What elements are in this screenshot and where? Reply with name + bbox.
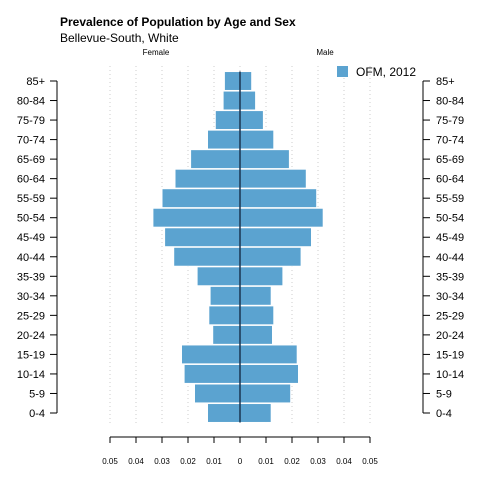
right-age-label-80-84: 80-84	[436, 96, 464, 108]
female-bar-50-54	[152, 207, 241, 228]
male-bar-65-69	[239, 149, 290, 170]
male-bar-20-24	[239, 324, 273, 345]
x-tick-label-9: 0.04	[336, 457, 352, 466]
male-bar-30-34	[239, 285, 272, 306]
male-bar-55-59	[239, 188, 318, 209]
female-bar-40-44	[173, 246, 241, 267]
legend-swatch	[337, 66, 348, 77]
female-bar-15-19	[181, 344, 241, 365]
right-age-label-55-59: 55-59	[436, 193, 464, 205]
right-age-label-65-69: 65-69	[436, 154, 464, 166]
right-age-label-25-29: 25-29	[436, 310, 464, 322]
x-tick-label-7: 0.02	[284, 457, 300, 466]
female-bar-70-74	[207, 129, 241, 150]
male-bar-60-64	[239, 168, 307, 189]
left-age-label-55-59: 55-59	[17, 193, 45, 205]
right-age-label-40-44: 40-44	[436, 252, 464, 264]
chart-subtitle: Bellevue-South, White	[60, 31, 179, 45]
x-tick-label-5: 0	[238, 457, 243, 466]
legend-label: OFM, 2012	[356, 65, 416, 79]
left-age-label-15-19: 15-19	[17, 349, 45, 361]
x-tick-label-4: 0.01	[206, 457, 222, 466]
male-bar-0-4	[239, 403, 272, 423]
female-bar-65-69	[190, 149, 241, 170]
x-tick-label-10: 0.05	[362, 457, 378, 466]
right-age-axis: 0-4 5-9 10-14 15-19 20-24 25-29 30-34 35-39 40-4…	[422, 76, 464, 420]
male-bar-75-79	[239, 110, 264, 131]
female-bar-80-84	[222, 90, 241, 111]
right-age-label-5-9: 5-9	[436, 388, 452, 400]
female-bar-0-4	[207, 403, 241, 423]
female-label: Female	[143, 48, 170, 57]
legend: OFM, 2012	[337, 65, 416, 79]
right-age-label-70-74: 70-74	[436, 135, 464, 147]
left-age-label-65-69: 65-69	[17, 154, 45, 166]
right-age-label-50-54: 50-54	[436, 213, 464, 225]
right-age-label-45-49: 45-49	[436, 232, 464, 244]
female-bar-45-49	[164, 227, 241, 248]
female-bar-35-39	[196, 266, 241, 287]
x-tick-label-3: 0.02	[180, 457, 196, 466]
female-bar-25-29	[208, 305, 241, 326]
right-age-label-0-4: 0-4	[436, 408, 452, 420]
female-bar-60-64	[174, 168, 241, 189]
female-bar-5-9	[194, 383, 241, 404]
male-label: Male	[316, 48, 334, 57]
chart-title: Prevalence of Population by Age and Sex	[60, 15, 296, 29]
left-age-label-80-84: 80-84	[17, 96, 45, 108]
x-tick-label-8: 0.03	[310, 457, 326, 466]
left-age-label-75-79: 75-79	[17, 115, 45, 127]
male-bar-15-19	[239, 344, 298, 365]
male-bar-50-54	[239, 207, 324, 228]
left-age-label-45-49: 45-49	[17, 232, 45, 244]
male-bar-85+	[239, 71, 253, 91]
left-age-label-25-29: 25-29	[17, 310, 45, 322]
right-age-label-10-14: 10-14	[436, 369, 464, 381]
right-age-label-60-64: 60-64	[436, 174, 464, 186]
bars-group	[152, 71, 324, 423]
left-age-label-35-39: 35-39	[17, 271, 45, 283]
x-tick-label-6: 0.01	[258, 457, 274, 466]
female-bar-20-24	[212, 324, 241, 345]
female-bar-55-59	[161, 188, 241, 209]
left-age-label-10-14: 10-14	[17, 369, 45, 381]
left-age-label-85+: 85+	[26, 76, 45, 88]
left-age-label-5-9: 5-9	[29, 388, 45, 400]
male-bar-45-49	[239, 227, 312, 248]
male-bar-80-84	[239, 90, 257, 111]
male-bar-25-29	[239, 305, 275, 326]
left-age-axis: 0-4 5-9 10-14 15-19 20-24 25-29 30-34 35-39 40-4…	[17, 76, 58, 420]
left-age-label-0-4: 0-4	[29, 408, 45, 420]
left-age-label-50-54: 50-54	[17, 213, 45, 225]
female-bar-85+	[223, 71, 241, 91]
right-age-label-85+: 85+	[436, 76, 455, 88]
right-age-label-35-39: 35-39	[436, 271, 464, 283]
x-tick-label-1: 0.04	[128, 457, 144, 466]
female-bar-75-79	[214, 110, 241, 131]
left-age-label-40-44: 40-44	[17, 252, 45, 264]
right-age-label-30-34: 30-34	[436, 291, 464, 303]
left-age-label-70-74: 70-74	[17, 135, 45, 147]
right-age-label-20-24: 20-24	[436, 330, 464, 342]
female-bar-30-34	[209, 285, 241, 306]
x-tick-label-0: 0.05	[102, 457, 118, 466]
x-tick-label-2: 0.03	[154, 457, 170, 466]
left-age-label-20-24: 20-24	[17, 330, 45, 342]
male-bar-40-44	[239, 246, 302, 267]
x-axis: 0.05 0.04 0.03 0.02 0.01 0 0.01 0.02 0.03 0.04 0.0…	[102, 436, 378, 466]
female-bar-10-14	[183, 363, 241, 384]
left-age-label-60-64: 60-64	[17, 174, 45, 186]
male-bar-70-74	[239, 129, 275, 150]
left-age-label-30-34: 30-34	[17, 291, 45, 303]
right-age-label-15-19: 15-19	[436, 349, 464, 361]
male-bar-10-14	[239, 363, 299, 384]
male-bar-35-39	[239, 266, 284, 287]
male-bar-5-9	[239, 383, 292, 404]
right-age-label-75-79: 75-79	[436, 115, 464, 127]
